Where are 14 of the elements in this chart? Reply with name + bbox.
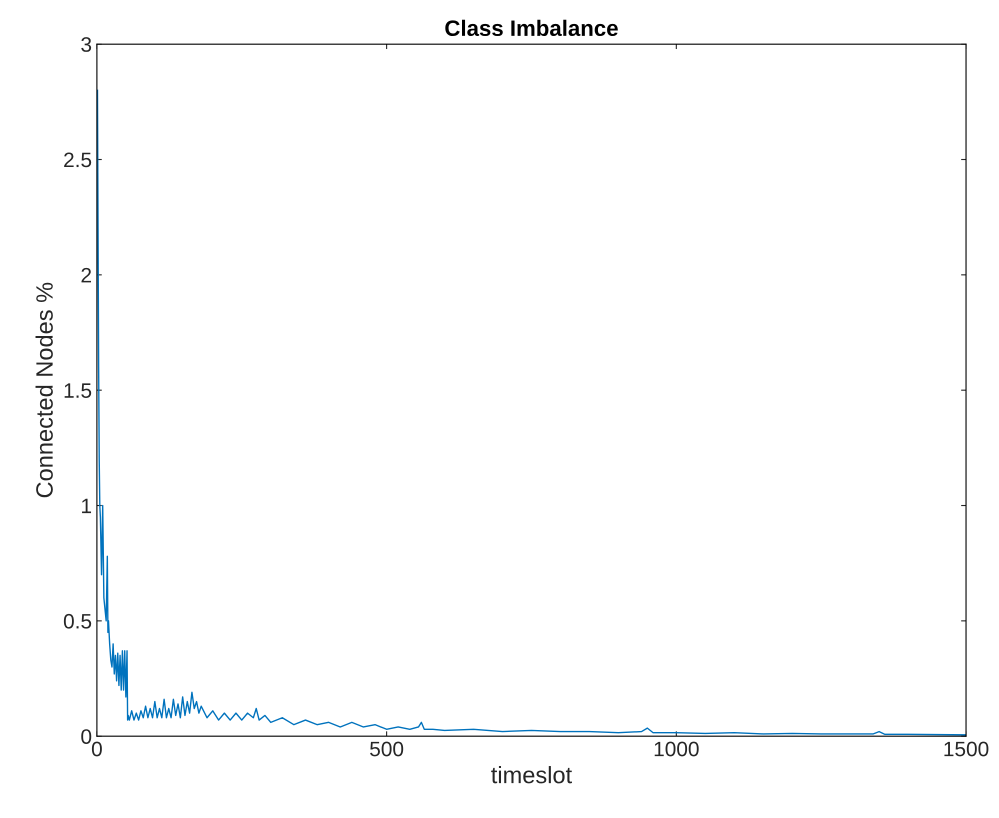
- y-tick-label: 0: [81, 729, 92, 744]
- y-tick-label: 2.5: [64, 152, 92, 168]
- x-axis-title: timeslot: [491, 766, 572, 784]
- y-tick-label: 2: [82, 268, 91, 282]
- y-axis-title: Connected Nodes %: [36, 282, 53, 498]
- x-tick-label: 1000: [654, 742, 699, 756]
- chart-title: Class Imbalance: [445, 20, 618, 36]
- y-tick-label: 3: [81, 37, 92, 52]
- y-tick-label: 1.5: [64, 383, 92, 398]
- y-tick-label: 1: [82, 498, 92, 514]
- y-tick-label: 0.5: [64, 614, 92, 629]
- x-tick-label: 1500: [944, 742, 988, 756]
- x-tick-label: 0: [92, 742, 102, 756]
- x-tick-label: 500: [370, 742, 404, 756]
